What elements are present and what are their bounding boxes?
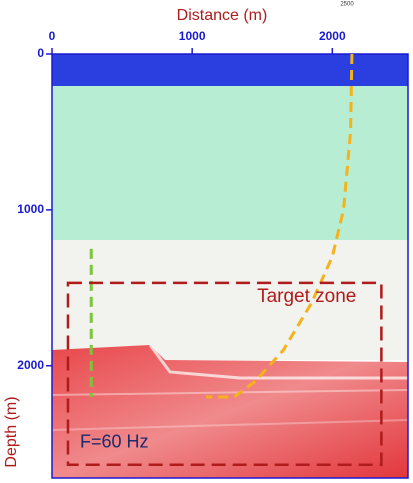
x-tick-label: 1000 xyxy=(179,29,206,43)
y-tick-label: 1000 xyxy=(17,202,44,216)
stray-label: 2500 xyxy=(340,2,354,8)
target-zone-label: Target zone xyxy=(257,286,356,307)
sediment-shade xyxy=(52,86,408,240)
y-axis-title: Depth (m) xyxy=(3,396,20,467)
x-tick-label: 2000 xyxy=(319,29,346,43)
page: {"chart_data": {"type": "line", "x_label… xyxy=(0,0,413,483)
frequency-label: F=60 Hz xyxy=(80,432,149,452)
water-layer xyxy=(52,54,408,86)
x-axis-title: Distance (m) xyxy=(177,7,268,24)
x-tick-label: 0 xyxy=(49,29,56,43)
chart: Distance (m) 2500 Depth (m) 0 1000 2000 0 10… xyxy=(0,0,413,483)
y-tick-label: 0 xyxy=(37,46,44,60)
y-tick-label: 2000 xyxy=(17,358,44,372)
model-layers xyxy=(52,54,408,478)
reservoir-layer xyxy=(52,345,408,478)
